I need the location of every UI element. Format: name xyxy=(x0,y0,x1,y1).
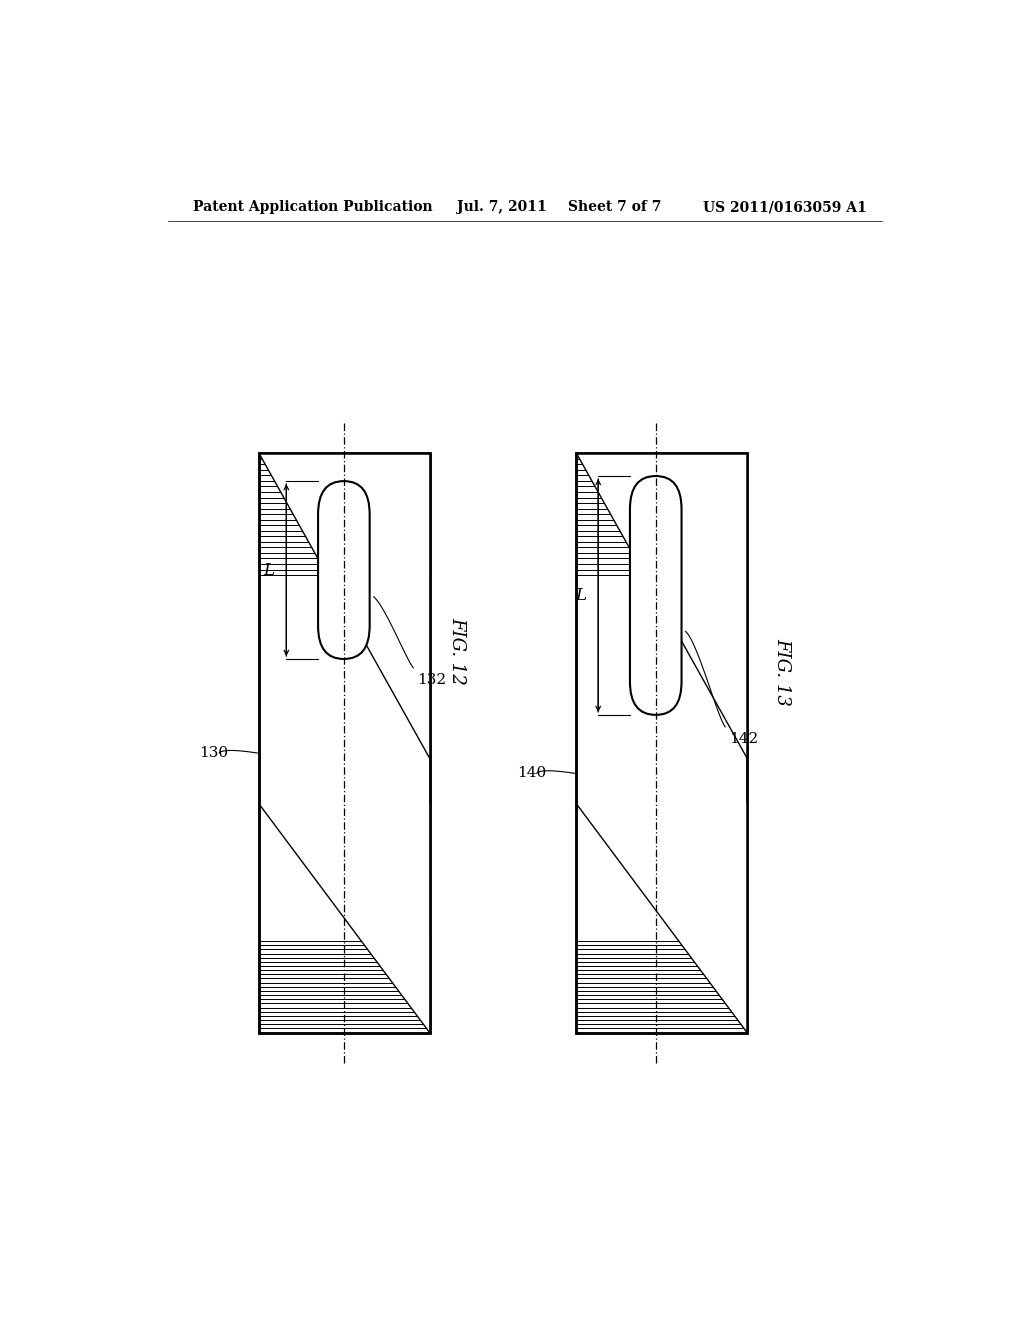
Text: 130: 130 xyxy=(200,746,228,760)
Polygon shape xyxy=(577,804,746,1032)
Text: FIG. 12: FIG. 12 xyxy=(449,618,466,685)
Bar xyxy=(259,453,430,1032)
Text: 140: 140 xyxy=(517,767,546,780)
FancyBboxPatch shape xyxy=(630,477,682,715)
Bar xyxy=(577,453,748,1032)
Text: 132: 132 xyxy=(417,673,446,686)
Text: US 2011/0163059 A1: US 2011/0163059 A1 xyxy=(703,201,867,214)
Text: Jul. 7, 2011: Jul. 7, 2011 xyxy=(458,201,547,214)
Bar xyxy=(259,453,430,1032)
Text: FIG. 13: FIG. 13 xyxy=(774,638,792,706)
FancyBboxPatch shape xyxy=(318,480,370,659)
Text: L: L xyxy=(263,561,274,578)
Polygon shape xyxy=(259,453,430,758)
Bar xyxy=(577,453,748,1032)
Polygon shape xyxy=(259,804,430,1032)
Text: L: L xyxy=(575,587,587,605)
Polygon shape xyxy=(577,453,746,758)
Text: Sheet 7 of 7: Sheet 7 of 7 xyxy=(568,201,662,214)
Text: 142: 142 xyxy=(729,731,759,746)
Text: Patent Application Publication: Patent Application Publication xyxy=(194,201,433,214)
